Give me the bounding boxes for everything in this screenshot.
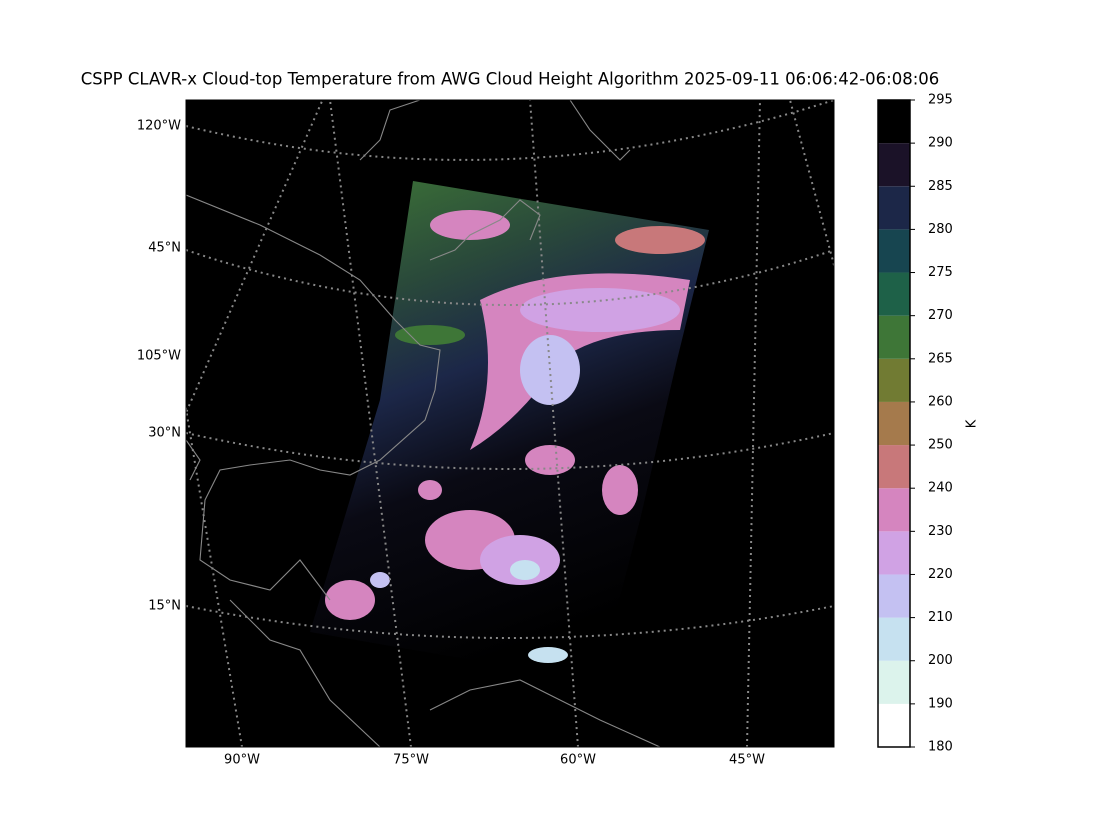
colorbar-frame: [877, 99, 911, 748]
colorbar-segment: [878, 660, 910, 704]
lat-label: 105°W: [137, 349, 181, 364]
colorbar-segment: [878, 186, 910, 230]
lon-label: 60°W: [560, 753, 596, 768]
lat-label: 120°W: [137, 119, 181, 134]
title: CSPP CLAVR-x Cloud-top Temperature from …: [81, 70, 940, 89]
colorbar: 180 190 200 210 220 230 240 250 260 265 270 275 280 2…: [877, 93, 953, 755]
lon-labels: 90°W 75°W 60°W 45°W: [224, 753, 765, 768]
colorbar-segment: [878, 272, 910, 316]
colorbar-tick-label: 250: [928, 438, 953, 453]
lat-labels: 120°W 45°N 105°W 30°N 15°N: [137, 119, 181, 614]
graticule: [186, 100, 834, 747]
colorbar-tick-label: 180: [928, 740, 953, 755]
colorbar-tick-label: 210: [928, 610, 953, 625]
colorbar-segment: [878, 617, 910, 661]
colorbar-tick-label: 220: [928, 567, 953, 582]
lon-label: 45°W: [729, 753, 765, 768]
colorbar-segment: [878, 401, 910, 446]
cloud-features: [325, 210, 705, 663]
map: [186, 100, 834, 747]
lat-label: 30°N: [148, 426, 181, 441]
lat-label: 15°N: [148, 599, 181, 614]
colorbar-tick-label: 290: [928, 136, 953, 151]
colorbar-tick-label: 275: [928, 265, 953, 280]
colorbar-segment: [878, 229, 910, 273]
colorbar-tick-label: 270: [928, 308, 953, 323]
colorbar-tick-label: 280: [928, 222, 953, 237]
lon-label: 75°W: [393, 753, 429, 768]
colorbar-tick-label: 265: [928, 351, 953, 366]
map-frame: [185, 99, 835, 748]
colorbar-segment: [878, 315, 910, 359]
lat-label: 45°N: [148, 241, 181, 256]
colorbar-label: K: [965, 419, 980, 428]
colorbar-segment: [878, 574, 910, 618]
colorbar-tick-label: 285: [928, 179, 953, 194]
colorbar-segment: [878, 445, 910, 489]
colorbar-tick-label: 230: [928, 524, 953, 539]
colorbar-segment: [878, 488, 910, 532]
colorbar-tick-label: 260: [928, 394, 953, 409]
coastlines: [186, 100, 661, 747]
colorbar-segment: [878, 143, 910, 187]
colorbar-segment: [878, 703, 910, 747]
lon-label: 90°W: [224, 753, 260, 768]
colorbar-tick-label: 295: [928, 93, 953, 108]
colorbar-segment: [878, 531, 910, 575]
colorbar-tick-label: 190: [928, 696, 953, 711]
colorbar-tick-label: 240: [928, 481, 953, 496]
colorbar-tick-label: 200: [928, 653, 953, 668]
colorbar-segment: [878, 100, 910, 144]
colorbar-segment: [878, 358, 910, 402]
